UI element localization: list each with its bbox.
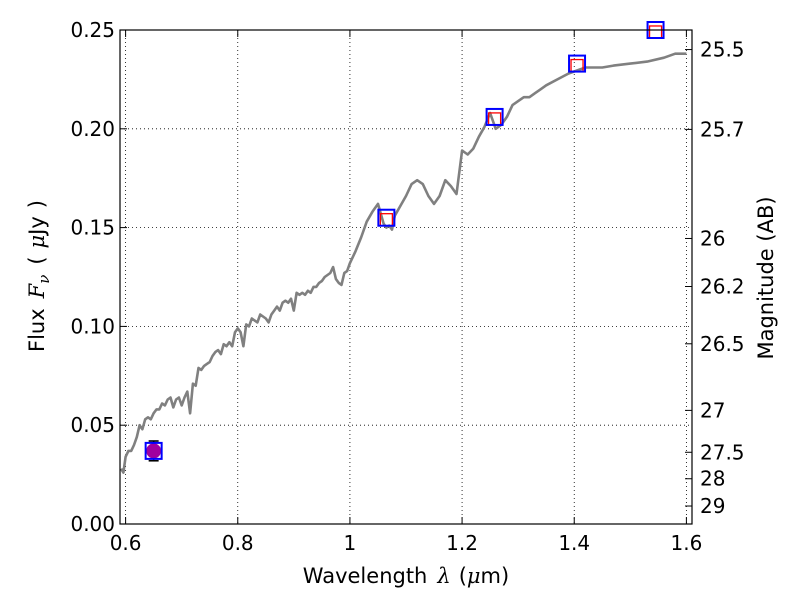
y2-tick-label: 26.5 bbox=[700, 332, 745, 356]
x-tick-label: 1 bbox=[344, 531, 357, 555]
axes-frame bbox=[119, 29, 693, 525]
y-tick-label: 0.00 bbox=[70, 512, 115, 536]
model-flux-marker bbox=[377, 208, 396, 227]
y2-tick-label: 25.7 bbox=[700, 117, 745, 141]
x-axis-label: Wavelength λ (μm) bbox=[303, 564, 509, 588]
x-tick-label: 1.2 bbox=[446, 531, 478, 555]
model-flux-marker bbox=[568, 54, 587, 73]
y-axis-label: FluxFν(μJy) bbox=[25, 200, 53, 352]
y2-tick-label: 26 bbox=[700, 226, 725, 250]
observed-flux-point bbox=[146, 443, 162, 459]
y2-tick-label: 25.5 bbox=[700, 38, 745, 62]
axis-ticks: 0.6 0.8 1 1.2 1.4 1.6 0.00 0.05 0.10 0.15 0.20 0.25… bbox=[70, 18, 744, 555]
x-tick-label: 0.6 bbox=[110, 531, 142, 555]
y2-tick-label: 27 bbox=[700, 398, 725, 422]
y2-axis-label: Magnitude (AB) bbox=[754, 196, 778, 359]
y2-tick-label: 26.2 bbox=[700, 274, 745, 298]
y-tick-label: 0.25 bbox=[70, 18, 115, 42]
model-flux-marker bbox=[485, 107, 504, 126]
y-tick-label: 0.05 bbox=[70, 413, 115, 437]
x-tick-label: 1.6 bbox=[670, 531, 702, 555]
y2-tick-label: 28 bbox=[700, 467, 725, 491]
y-tick-label: 0.10 bbox=[70, 314, 115, 338]
model-flux-marker bbox=[144, 441, 163, 460]
y-tick-label: 0.20 bbox=[70, 117, 115, 141]
y2-tick-label: 27.5 bbox=[700, 440, 745, 464]
y-tick-label: 0.15 bbox=[70, 216, 115, 240]
model-spectrum-line bbox=[119, 52, 687, 474]
x-tick-label: 1.4 bbox=[558, 531, 590, 555]
y2-tick-label: 29 bbox=[700, 494, 725, 518]
x-tick-label: 0.8 bbox=[222, 531, 254, 555]
